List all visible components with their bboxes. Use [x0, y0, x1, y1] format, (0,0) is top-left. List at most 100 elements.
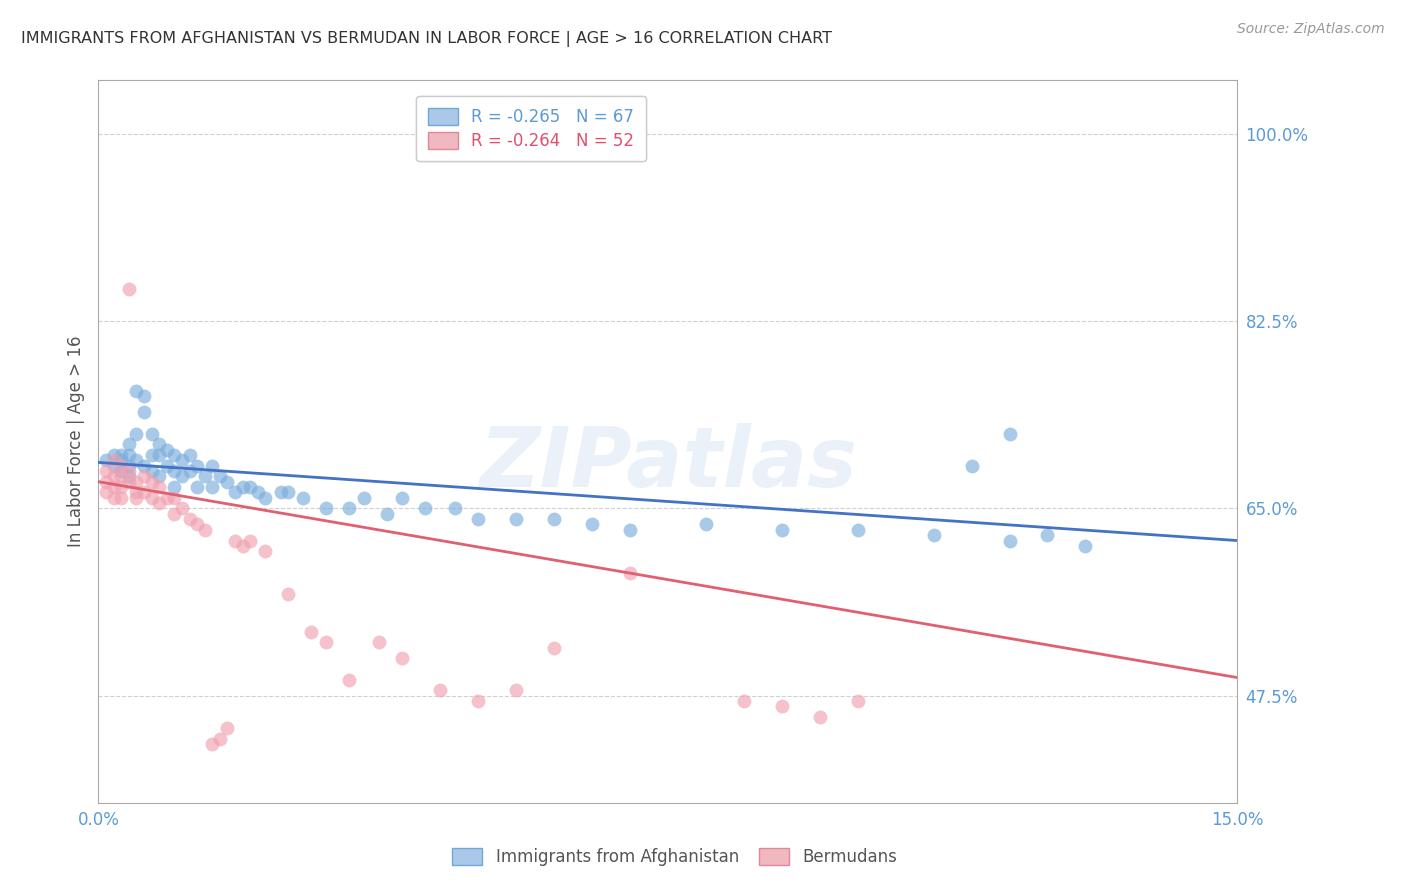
Point	[103, 448, 125, 462]
Point	[368, 635, 391, 649]
Point	[125, 453, 148, 467]
Point	[163, 491, 186, 505]
Legend: R = -0.265   N = 67, R = -0.264   N = 52: R = -0.265 N = 67, R = -0.264 N = 52	[416, 95, 645, 161]
Point	[118, 464, 141, 478]
Point	[118, 469, 141, 483]
Point	[118, 448, 141, 462]
Point	[998, 426, 1021, 441]
Point	[110, 469, 132, 483]
Point	[277, 587, 299, 601]
Point	[141, 491, 163, 505]
Point	[148, 496, 170, 510]
Point	[201, 480, 224, 494]
Point	[277, 485, 299, 500]
Point	[163, 507, 186, 521]
Point	[163, 480, 186, 494]
Point	[186, 517, 208, 532]
Point	[179, 464, 201, 478]
Point	[103, 458, 125, 473]
Point	[179, 512, 201, 526]
Point	[770, 523, 793, 537]
Point	[581, 517, 603, 532]
Point	[110, 458, 132, 473]
Point	[156, 491, 179, 505]
Point	[217, 721, 239, 735]
Point	[467, 512, 489, 526]
Point	[246, 485, 269, 500]
Point	[148, 437, 170, 451]
Point	[170, 469, 193, 483]
Point	[148, 469, 170, 483]
Point	[118, 437, 141, 451]
Point	[194, 469, 217, 483]
Point	[132, 485, 155, 500]
Text: ZIPatlas: ZIPatlas	[479, 423, 856, 504]
Point	[94, 475, 117, 489]
Point	[94, 464, 117, 478]
Point	[299, 624, 322, 639]
Point	[110, 480, 132, 494]
Point	[733, 694, 755, 708]
Point	[208, 469, 231, 483]
Point	[132, 469, 155, 483]
Point	[179, 448, 201, 462]
Point	[429, 683, 451, 698]
Point	[337, 673, 360, 687]
Point	[375, 507, 398, 521]
Point	[94, 453, 117, 467]
Point	[201, 458, 224, 473]
Point	[110, 491, 132, 505]
Point	[232, 539, 254, 553]
Point	[186, 458, 208, 473]
Point	[391, 491, 413, 505]
Point	[413, 501, 436, 516]
Point	[254, 491, 277, 505]
Point	[125, 491, 148, 505]
Point	[846, 523, 869, 537]
Point	[103, 491, 125, 505]
Point	[353, 491, 375, 505]
Point	[163, 464, 186, 478]
Point	[270, 485, 292, 500]
Point	[1036, 528, 1059, 542]
Point	[337, 501, 360, 516]
Point	[208, 731, 231, 746]
Point	[224, 485, 246, 500]
Point	[467, 694, 489, 708]
Point	[224, 533, 246, 548]
Point	[239, 533, 262, 548]
Text: IMMIGRANTS FROM AFGHANISTAN VS BERMUDAN IN LABOR FORCE | AGE > 16 CORRELATION CH: IMMIGRANTS FROM AFGHANISTAN VS BERMUDAN …	[21, 31, 832, 47]
Point	[232, 480, 254, 494]
Point	[125, 426, 148, 441]
Point	[110, 448, 132, 462]
Point	[141, 448, 163, 462]
Point	[444, 501, 467, 516]
Point	[254, 544, 277, 558]
Point	[110, 453, 132, 467]
Point	[194, 523, 217, 537]
Point	[808, 710, 831, 724]
Point	[141, 426, 163, 441]
Point	[201, 737, 224, 751]
Point	[922, 528, 945, 542]
Point	[505, 512, 527, 526]
Point	[292, 491, 315, 505]
Point	[118, 282, 141, 296]
Point	[118, 475, 141, 489]
Point	[132, 389, 155, 403]
Point	[315, 635, 337, 649]
Point	[543, 640, 565, 655]
Point	[148, 448, 170, 462]
Point	[132, 405, 155, 419]
Point	[770, 699, 793, 714]
Point	[695, 517, 717, 532]
Point	[239, 480, 262, 494]
Point	[132, 458, 155, 473]
Point	[103, 480, 125, 494]
Point	[163, 448, 186, 462]
Point	[170, 501, 193, 516]
Point	[217, 475, 239, 489]
Point	[125, 384, 148, 398]
Point	[125, 475, 148, 489]
Point	[543, 512, 565, 526]
